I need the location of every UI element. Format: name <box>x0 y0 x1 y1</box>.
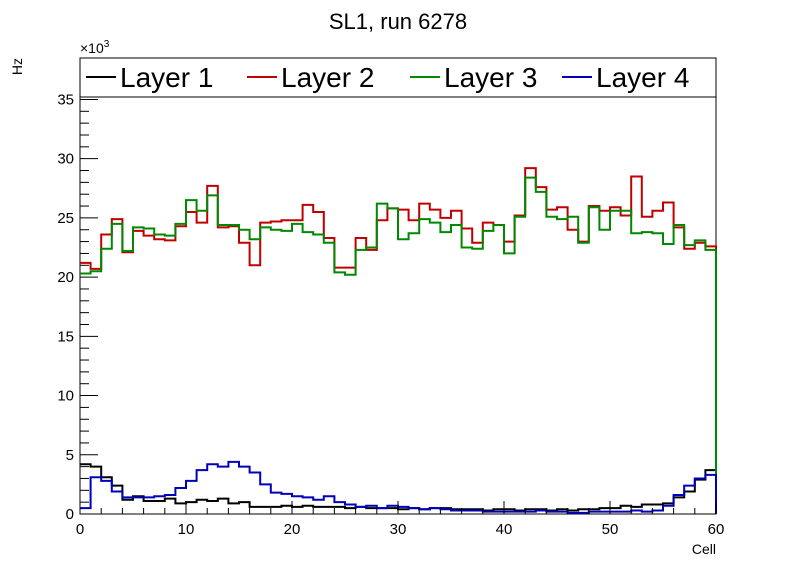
series-line-layer-3 <box>80 176 717 514</box>
legend-label-layer-1: Layer 1 <box>120 62 213 93</box>
x-tick-label: 60 <box>708 521 725 538</box>
legend: Layer 1 Layer 2 Layer 3 Layer 4 <box>79 57 717 98</box>
x-tick-label: 50 <box>602 521 619 538</box>
legend-box <box>79 57 717 98</box>
y-tick-label: 25 <box>57 210 74 227</box>
legend-label-layer-2: Layer 2 <box>281 62 374 93</box>
legend-label-layer-4: Layer 4 <box>596 62 689 93</box>
y-tick-label: 15 <box>57 328 74 345</box>
y-tick-label: 5 <box>66 447 74 464</box>
x-axis-label: Cell <box>692 541 716 557</box>
chart-title: SL1, run 6278 <box>329 9 467 34</box>
x-tick-label: 0 <box>76 521 84 538</box>
legend-label-layer-3: Layer 3 <box>444 62 537 93</box>
y-tick-label: 35 <box>57 91 74 108</box>
axis-layer: 0 10 20 30 40 50 60 0 5 10 15 20 25 30 35 <box>57 63 725 538</box>
x-tick-label: 10 <box>178 521 195 538</box>
series-line-layer-4 <box>80 460 717 514</box>
x-tick-label: 20 <box>284 521 301 538</box>
y-tick-label: 10 <box>57 388 74 405</box>
y-multiplier-label: ×103 <box>80 39 110 56</box>
x-tick-label: 40 <box>496 521 513 538</box>
y-multiplier-exponent: 3 <box>104 39 110 50</box>
y-tick-label: 0 <box>66 506 74 523</box>
y-tick-label: 20 <box>57 269 74 286</box>
y-axis-label: Hz <box>9 58 25 75</box>
y-tick-label: 30 <box>57 151 74 168</box>
x-tick-label: 30 <box>390 521 407 538</box>
